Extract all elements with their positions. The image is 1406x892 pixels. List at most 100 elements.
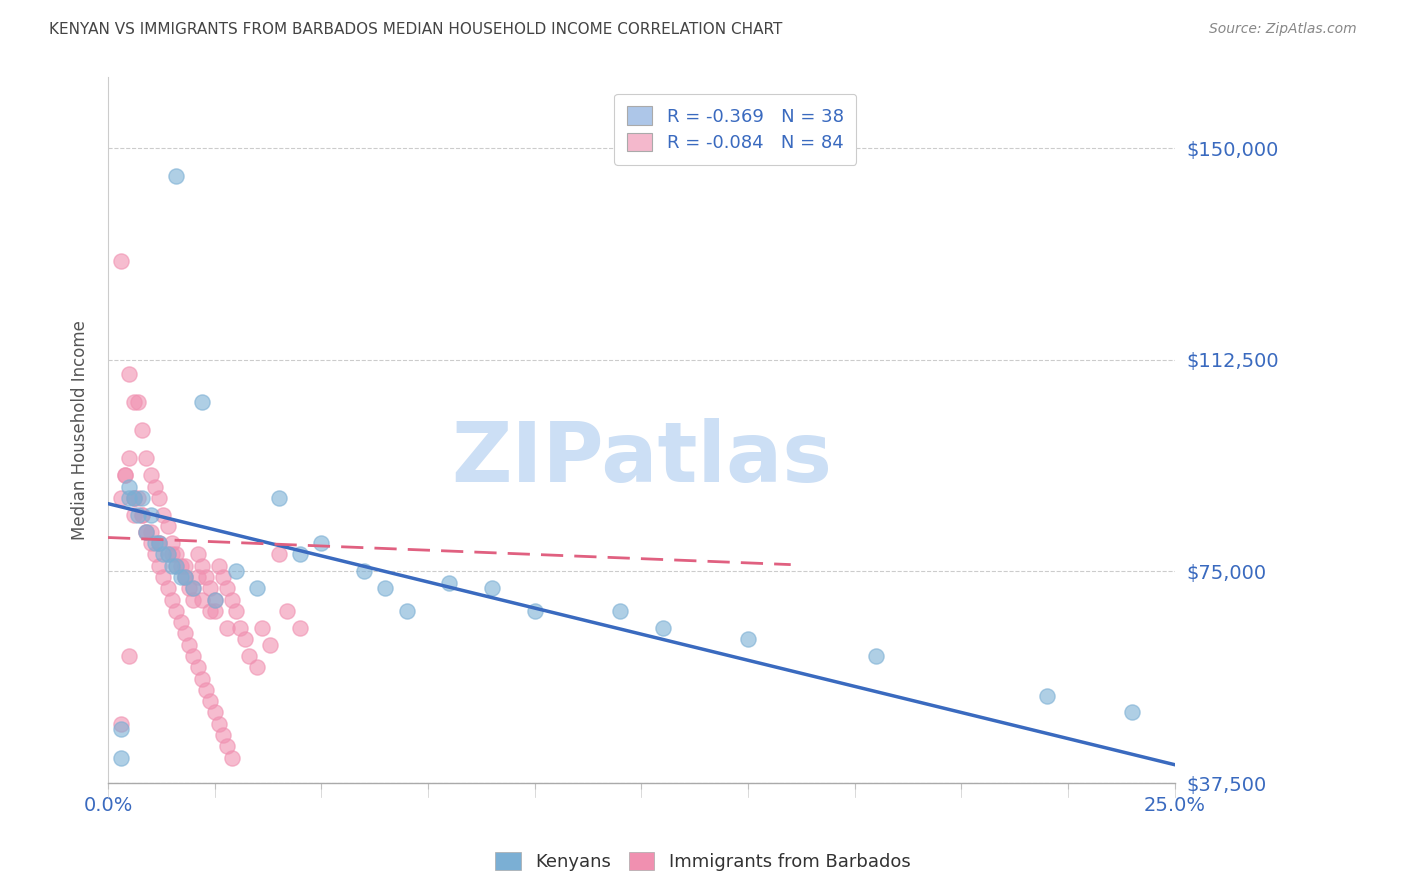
Point bbox=[276, 604, 298, 618]
Point bbox=[191, 395, 214, 409]
Point bbox=[204, 592, 226, 607]
Point bbox=[139, 536, 162, 550]
Point bbox=[651, 621, 673, 635]
Point bbox=[187, 660, 209, 674]
Point bbox=[165, 604, 187, 618]
Point bbox=[173, 626, 195, 640]
Point bbox=[374, 582, 396, 596]
Point bbox=[195, 682, 218, 697]
Point bbox=[122, 491, 145, 505]
Point bbox=[221, 750, 243, 764]
Point bbox=[110, 716, 132, 731]
Point bbox=[165, 558, 187, 573]
Point bbox=[152, 508, 174, 522]
Point bbox=[865, 648, 887, 663]
Point bbox=[169, 558, 191, 573]
Point bbox=[229, 621, 252, 635]
Point bbox=[114, 468, 136, 483]
Point bbox=[152, 570, 174, 584]
Point bbox=[156, 582, 179, 596]
Point bbox=[187, 570, 209, 584]
Point bbox=[131, 508, 153, 522]
Point bbox=[183, 582, 205, 596]
Point bbox=[225, 604, 247, 618]
Point bbox=[156, 548, 179, 562]
Point bbox=[250, 621, 273, 635]
Point bbox=[288, 548, 311, 562]
Point bbox=[160, 592, 183, 607]
Point bbox=[208, 558, 231, 573]
Point bbox=[200, 694, 222, 708]
Point bbox=[208, 716, 231, 731]
Point bbox=[259, 638, 281, 652]
Point bbox=[165, 169, 187, 184]
Point bbox=[200, 582, 222, 596]
Point bbox=[395, 604, 418, 618]
Point bbox=[200, 604, 222, 618]
Point bbox=[183, 648, 205, 663]
Point bbox=[288, 621, 311, 635]
Point bbox=[212, 570, 235, 584]
Point bbox=[148, 536, 170, 550]
Point bbox=[173, 570, 195, 584]
Legend: Kenyans, Immigrants from Barbados: Kenyans, Immigrants from Barbados bbox=[488, 845, 918, 879]
Point bbox=[148, 558, 170, 573]
Point bbox=[267, 491, 290, 505]
Point bbox=[191, 672, 214, 686]
Point bbox=[177, 638, 200, 652]
Point bbox=[1036, 689, 1059, 703]
Point bbox=[353, 565, 375, 579]
Point bbox=[238, 648, 260, 663]
Point bbox=[135, 524, 157, 539]
Point bbox=[160, 558, 183, 573]
Point bbox=[156, 548, 179, 562]
Point bbox=[212, 728, 235, 742]
Point bbox=[195, 570, 218, 584]
Point bbox=[439, 575, 461, 590]
Point bbox=[152, 548, 174, 562]
Point bbox=[246, 660, 269, 674]
Point bbox=[173, 570, 195, 584]
Point bbox=[169, 570, 191, 584]
Point bbox=[110, 750, 132, 764]
Point bbox=[217, 739, 239, 754]
Point bbox=[481, 582, 503, 596]
Point bbox=[221, 592, 243, 607]
Point bbox=[118, 480, 141, 494]
Point bbox=[122, 508, 145, 522]
Point bbox=[156, 519, 179, 533]
Point bbox=[114, 468, 136, 483]
Point bbox=[131, 491, 153, 505]
Point bbox=[131, 423, 153, 437]
Legend: R = -0.369   N = 38, R = -0.084   N = 84: R = -0.369 N = 38, R = -0.084 N = 84 bbox=[614, 94, 856, 165]
Point bbox=[148, 536, 170, 550]
Point bbox=[183, 582, 205, 596]
Point bbox=[139, 524, 162, 539]
Point bbox=[173, 570, 195, 584]
Point bbox=[118, 491, 141, 505]
Point bbox=[135, 524, 157, 539]
Point bbox=[131, 508, 153, 522]
Point bbox=[204, 706, 226, 720]
Point bbox=[122, 395, 145, 409]
Text: Source: ZipAtlas.com: Source: ZipAtlas.com bbox=[1209, 22, 1357, 37]
Point bbox=[118, 367, 141, 381]
Point bbox=[1121, 706, 1143, 720]
Point bbox=[122, 491, 145, 505]
Point bbox=[191, 558, 214, 573]
Point bbox=[183, 592, 205, 607]
Text: KENYAN VS IMMIGRANTS FROM BARBADOS MEDIAN HOUSEHOLD INCOME CORRELATION CHART: KENYAN VS IMMIGRANTS FROM BARBADOS MEDIA… bbox=[49, 22, 783, 37]
Point bbox=[143, 548, 166, 562]
Point bbox=[217, 582, 239, 596]
Point bbox=[127, 508, 149, 522]
Point bbox=[139, 468, 162, 483]
Point bbox=[148, 536, 170, 550]
Point bbox=[122, 491, 145, 505]
Point bbox=[523, 604, 546, 618]
Point bbox=[169, 615, 191, 630]
Point bbox=[143, 536, 166, 550]
Point bbox=[204, 592, 226, 607]
Point bbox=[165, 558, 187, 573]
Point bbox=[110, 723, 132, 737]
Point bbox=[118, 451, 141, 466]
